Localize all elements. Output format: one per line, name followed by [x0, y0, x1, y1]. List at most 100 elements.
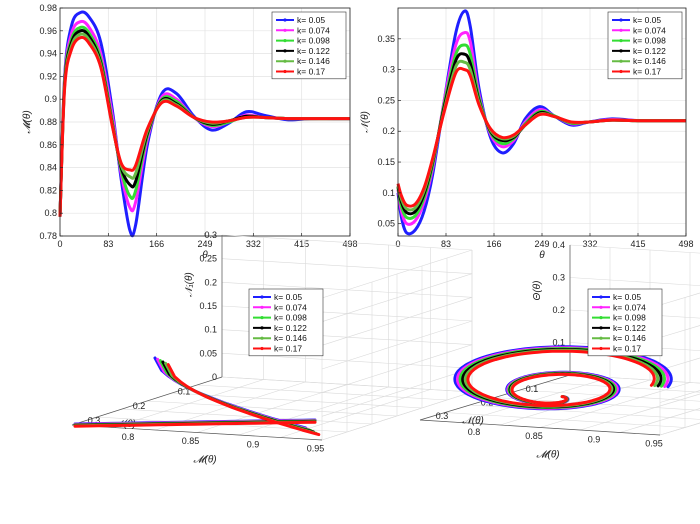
legend-label: k= 0.122 [633, 46, 666, 56]
y-tick-label: 0.2 [382, 126, 395, 136]
y-tick-label: 0.8 [44, 208, 57, 218]
legend-label: k= 0.122 [274, 323, 307, 333]
legend-label: k= 0.05 [633, 15, 661, 25]
chart-top-right: 0 83 166 249 332 415 498 0.05 0.1 0.15 0.2 0.25 0.3 0… [360, 7, 694, 261]
wall-gridline [659, 422, 700, 436]
x-axis-label: θ [539, 250, 545, 261]
y-tick-label: 0.95 [645, 438, 663, 448]
legend-label: k= 0.146 [274, 333, 307, 343]
wall-gridline [569, 374, 700, 384]
y-tick-label: 0.78 [39, 231, 57, 241]
legend-marker [283, 28, 287, 32]
legend-label: k= 0.098 [633, 36, 666, 46]
wall-gridline [569, 277, 700, 286]
wall-gridline [659, 390, 700, 403]
floor-gridline [539, 382, 691, 428]
z-tick-label: 0.3 [204, 230, 217, 240]
y-tick-label: 0.9 [588, 435, 601, 445]
x-axis-label: θ [202, 250, 208, 261]
legend-marker [599, 346, 603, 351]
x-axis-label: 𝒩(θ) [462, 416, 484, 427]
x-tick-label: 83 [441, 239, 451, 249]
legend-label: k= 0.17 [297, 67, 325, 77]
wall-gridline [321, 344, 473, 393]
legend-marker [260, 305, 264, 309]
y-tick-label: 0.1 [382, 188, 395, 198]
legend-label: k= 0.122 [297, 46, 330, 56]
y-tick-label: 0.25 [377, 95, 395, 105]
legend-label: k= 0.074 [297, 25, 330, 35]
legend-label: k= 0.098 [613, 313, 646, 323]
wall-gridline [321, 297, 473, 346]
legend-marker [283, 69, 287, 74]
legend-marker [283, 39, 287, 43]
y-tick-label: 0.88 [39, 117, 57, 127]
x-tick-label: 83 [103, 239, 113, 249]
wall-gridline [321, 273, 473, 322]
legend-label: k= 0.122 [613, 323, 646, 333]
y-tick-label: 0.92 [39, 71, 57, 81]
legend-label: k= 0.098 [297, 36, 330, 46]
legend-marker [599, 295, 603, 299]
x-tick-label: 332 [246, 239, 261, 249]
wall-gridline [221, 258, 473, 274]
legend-label: k= 0.17 [274, 344, 302, 354]
x-tick-label: 415 [294, 239, 309, 249]
y-axis-line [71, 424, 323, 441]
floor-gridline [113, 379, 264, 428]
y-tick-label: 0.98 [39, 3, 57, 13]
y-tick-label: 0.8 [468, 427, 481, 437]
legend-label: k= 0.05 [613, 292, 641, 302]
legend-label: k= 0.05 [297, 15, 325, 25]
x-tick-label: 249 [197, 239, 212, 249]
legend-label: k= 0.05 [274, 292, 302, 302]
legend-marker [260, 346, 264, 351]
y-tick-label: 0.96 [39, 26, 57, 36]
legend-marker [599, 336, 603, 340]
legend-marker [260, 316, 264, 320]
legend-label: k= 0.098 [274, 313, 307, 323]
legend-box [271, 11, 347, 80]
legend-marker [619, 59, 623, 63]
z-tick-label: 0.2 [204, 277, 217, 287]
legend-marker [599, 305, 603, 309]
x-tick-label: 0 [395, 239, 400, 249]
legend-marker [260, 326, 264, 330]
wall-gridline [321, 249, 473, 299]
y-axis-label: 𝓜(θ) [22, 110, 33, 133]
x-tick-label: 0.1 [178, 387, 191, 397]
chart-top-left: 0 83 166 249 332 415 498 0.78 0.8 0.82 0.84 0.86 0.8… [22, 3, 358, 261]
y-tick-label: 0.95 [307, 443, 325, 453]
y-tick-label: 0.8 [122, 432, 135, 442]
z-tick-label: 0.2 [552, 305, 565, 315]
floor-gridline [619, 408, 700, 433]
series-line-5 [58, 35, 350, 217]
y-axis-label: 𝒩(θ) [360, 111, 371, 133]
z-tick-label: 0 [212, 372, 217, 382]
legend-label: k= 0.17 [633, 67, 661, 77]
legend-marker [260, 295, 264, 299]
x-tick-label: 498 [678, 239, 693, 249]
z-axis-label: Θ(θ) [532, 281, 543, 301]
x-tick-label: 0.1 [526, 384, 539, 394]
trajectory-spiral-5 [466, 349, 656, 408]
legend-marker [599, 316, 603, 320]
legend-box [248, 288, 324, 357]
legend-marker [260, 336, 264, 340]
y-axis-label: 𝓜(θ) [193, 455, 216, 466]
legend-marker [619, 39, 623, 43]
wall-gridline [321, 320, 473, 370]
legend-label: k= 0.146 [613, 333, 646, 343]
z-tick-label: 0.1 [552, 338, 565, 348]
x-tick-label: 0 [57, 239, 62, 249]
legend-box [607, 11, 683, 80]
legend-label: k= 0.074 [613, 302, 646, 312]
x-axis-line [71, 376, 223, 426]
legend-label: k= 0.074 [274, 302, 307, 312]
